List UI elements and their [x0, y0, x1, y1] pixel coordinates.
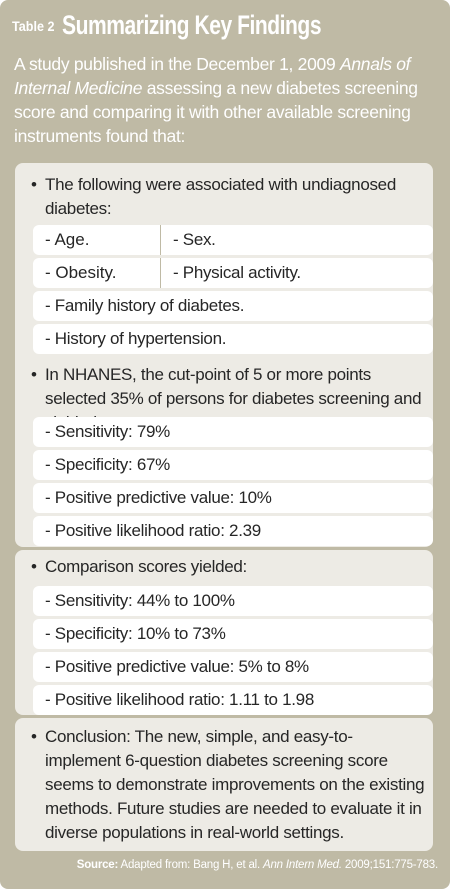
- title-row: Table 2 Summarizing Key Findings: [12, 10, 394, 44]
- bullet-dot: •: [31, 727, 37, 746]
- bullet-text: Conclusion: The new, simple, and easy-to…: [45, 727, 425, 842]
- source-label: Source:: [76, 859, 119, 871]
- bullet-3: • Comparison scores yielded:: [31, 555, 429, 579]
- list-item-sensitivity: - Sensitivity: 44% to 100%: [33, 586, 433, 616]
- list-item-obesity: - Obesity.: [33, 258, 161, 288]
- intro-part2: assessing a new diabetes screening score…: [14, 78, 418, 146]
- source-journal: Ann Intern Med.: [263, 859, 342, 871]
- list-item-plr: - Positive likelihood ratio: 1.11 to 1.9…: [33, 685, 433, 715]
- source-citation-numbers: 2009;151:775-783.: [341, 859, 438, 871]
- page-title: Summarizing Key Findings: [61, 10, 322, 40]
- list-item-sex: - Sex.: [161, 225, 433, 255]
- list-item-ppv: - Positive predictive value: 5% to 8%: [33, 652, 433, 682]
- findings-card-2: • In NHANES, the cut-point of 5 or more …: [15, 357, 433, 547]
- list-item-physical-activity: - Physical activity.: [161, 258, 433, 288]
- bullet-dot: •: [31, 365, 37, 384]
- bullet-text: Comparison scores yielded:: [45, 557, 247, 576]
- findings-card-1: • The following were associated with und…: [15, 163, 433, 378]
- list-item-sensitivity: - Sensitivity: 79%: [33, 417, 433, 447]
- bullet-4: • Conclusion: The new, simple, and easy-…: [31, 725, 427, 845]
- source-text: Adapted from: Bang H, et al.: [118, 859, 264, 871]
- intro-journal: Annals of Internal Medicine: [14, 54, 411, 98]
- list-item-specificity: - Specificity: 67%: [33, 450, 433, 480]
- list-item-ppv: - Positive predictive value: 10%: [33, 483, 433, 513]
- bullet-dot: •: [31, 557, 37, 576]
- list-item-hypertension: - History of hypertension.: [33, 324, 433, 354]
- findings-card-3: • Comparison scores yielded: - Sensitivi…: [15, 550, 433, 715]
- intro-part1: A study published in the December 1, 200…: [14, 54, 340, 74]
- list-item-plr: - Positive likelihood ratio: 2.39: [33, 516, 433, 546]
- bullet-text: The following were associated with undia…: [45, 175, 396, 218]
- bullet-dot: •: [31, 175, 37, 194]
- list-item-family-history: - Family history of diabetes.: [33, 291, 433, 321]
- findings-card-4: • Conclusion: The new, simple, and easy-…: [15, 718, 433, 851]
- bullet-1: • The following were associated with und…: [31, 173, 425, 221]
- table-label: Table 2: [12, 17, 55, 34]
- list-item-specificity: - Specificity: 10% to 73%: [33, 619, 433, 649]
- list-item-age: - Age.: [33, 225, 161, 255]
- source-citation: Source: Adapted from: Bang H, et al. Ann…: [77, 857, 438, 873]
- intro-text: A study published in the December 1, 200…: [14, 52, 442, 148]
